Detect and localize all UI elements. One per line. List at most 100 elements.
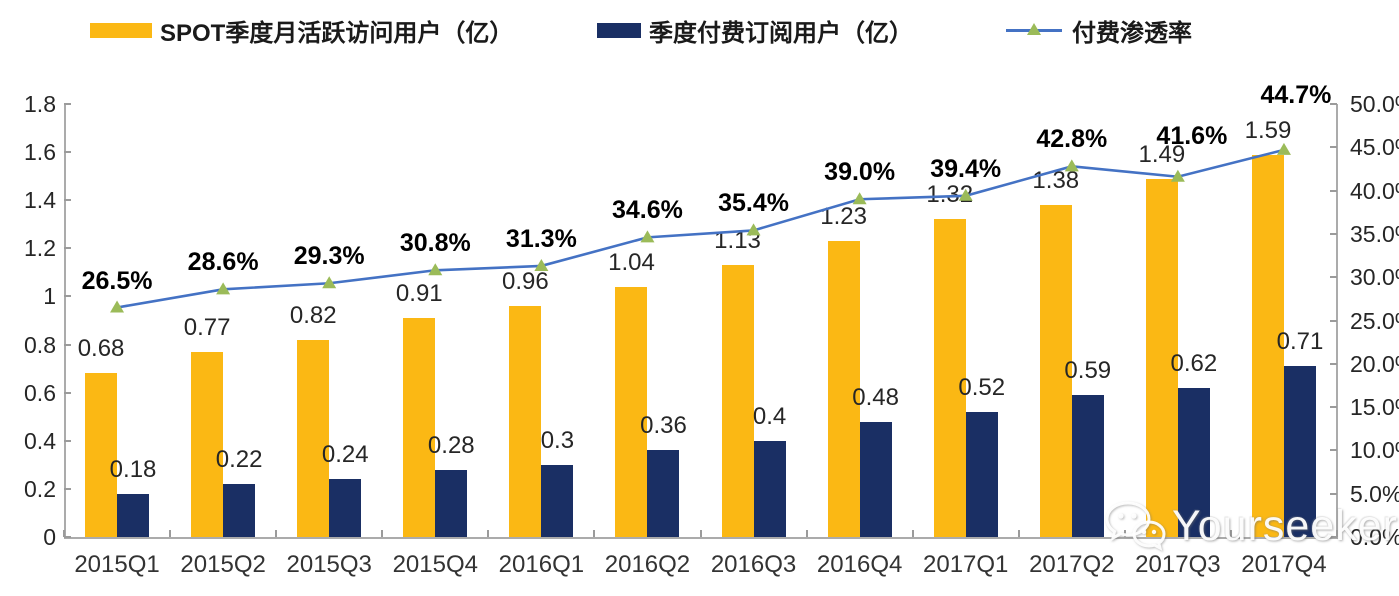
maus-bar-value-label: 0.68 [77, 335, 125, 363]
left-axis-tick-label: 0.6 [24, 379, 56, 406]
left-axis-tick-label: 0.4 [24, 427, 56, 454]
x-axis-tick [487, 530, 490, 537]
x-axis-tick [63, 530, 65, 537]
x-axis-category-label: 2016Q4 [816, 551, 903, 578]
penetration-value-label: 44.7% [1260, 80, 1332, 109]
x-axis-category-label: 2017Q4 [1241, 551, 1327, 578]
left-axis-tick-label: 1 [43, 283, 56, 310]
maus-bar-value-label: 0.82 [289, 301, 337, 329]
subscribers-bar [859, 421, 892, 537]
maus-bar-value-label: 1.49 [1138, 140, 1186, 168]
subscribers-bar [1177, 387, 1210, 537]
subscribers-bar-value-label: 0.18 [109, 455, 157, 483]
right-axis-tick [1330, 406, 1337, 409]
penetration-value-label: 31.3% [505, 224, 577, 253]
left-axis-tick-label: 0.8 [24, 331, 56, 358]
maus-bar [1251, 154, 1284, 537]
maus-bar-value-label: 0.96 [502, 268, 549, 296]
right-axis-line [1336, 104, 1338, 538]
maus-bar [1039, 205, 1072, 537]
subscribers-bar-value-label: 0.22 [215, 446, 263, 474]
x-axis-tick [805, 530, 808, 537]
right-axis-tick-label: 50.0% [1350, 91, 1399, 117]
maus-bar-value-label: 0.91 [395, 280, 443, 308]
left-axis-tick [64, 247, 71, 250]
x-axis-category-label: 2015Q1 [74, 551, 160, 578]
maus-bar [827, 241, 860, 537]
legend-item-penetration: 付费渗透率 [1006, 16, 1192, 47]
right-axis-tick [1330, 319, 1337, 322]
maus-bar [85, 373, 118, 537]
right-axis-tick-label: 20.0% [1350, 350, 1399, 377]
maus-bar-value-label: 1.59 [1244, 116, 1292, 144]
right-axis-tick-label: 15.0% [1350, 394, 1399, 421]
penetration-marker-icon [640, 230, 655, 243]
maus-bar [297, 339, 330, 537]
x-axis-category-label: 2016Q2 [604, 551, 691, 578]
subscribers-bar [223, 484, 256, 537]
left-axis-tick-label: 1.4 [24, 187, 56, 214]
maus-bar-swatch-icon [90, 22, 152, 38]
subscribers-bar [1071, 395, 1104, 537]
subscribers-bar-value-label: 0.36 [640, 412, 687, 440]
maus-bar [1145, 178, 1178, 537]
penetration-marker-icon [958, 188, 973, 201]
right-axis-tick-label: 25.0% [1350, 307, 1399, 334]
penetration-marker-icon [534, 258, 549, 271]
left-axis-line [64, 104, 66, 538]
left-axis-tick-label: 1.8 [24, 91, 56, 117]
right-axis-tick [1330, 492, 1337, 495]
right-axis-tick [1330, 189, 1337, 192]
right-axis-tick [1330, 536, 1337, 538]
penetration-marker-icon [322, 276, 337, 289]
left-axis-tick-label: 1.2 [24, 235, 56, 262]
penetration-value-label: 39.4% [930, 154, 1002, 183]
subscribers-bar [435, 469, 468, 537]
right-axis-tick [1330, 449, 1337, 452]
penetration-marker-icon [1064, 159, 1079, 172]
legend-label-maus: SPOT季度月活跃访问用户（亿） [160, 19, 514, 47]
subscribers-bar [647, 450, 680, 537]
subscribers-bar-value-label: 0.52 [958, 373, 1006, 401]
right-axis-tick-label: 35.0% [1350, 220, 1399, 247]
penetration-marker-icon [216, 282, 231, 295]
maus-bar [615, 286, 648, 537]
plot-area: 0.68 0.18 0.77 0.22 0.82 0.24 0.91 0.28 0.96 0.3 1… [63, 82, 1338, 538]
penetration-value-label: 30.8% [399, 229, 471, 258]
maus-bar-value-label: 1.04 [608, 248, 655, 276]
x-axis-category-label: 2015Q4 [392, 551, 478, 578]
penetration-value-label: 28.6% [187, 248, 259, 277]
x-axis-category-label: 2017Q3 [1135, 551, 1221, 578]
maus-bar [403, 318, 436, 537]
x-axis-tick [1336, 530, 1338, 537]
penetration-marker-icon [428, 263, 443, 276]
legend-item-subscribers: 季度付费订阅用户（亿） [597, 16, 913, 47]
subscribers-bar-value-label: 0.4 [752, 402, 787, 430]
subscribers-bar [965, 411, 998, 537]
x-axis-tick [911, 530, 914, 537]
subscribers-bar-value-label: 0.71 [1276, 328, 1324, 356]
legend-item-maus: SPOT季度月活跃访问用户（亿） [90, 16, 513, 47]
left-axis-tick [64, 536, 71, 538]
right-axis-tick-label: 0.0% [1350, 524, 1399, 550]
subscribers-bar-value-label: 0.48 [852, 383, 899, 411]
left-axis-tick-label: 1.6 [24, 139, 56, 166]
right-axis-tick [1330, 103, 1337, 105]
maus-bar [721, 265, 754, 537]
legend-label-penetration: 付费渗透率 [1072, 19, 1192, 47]
left-axis-tick [64, 391, 71, 394]
penetration-marker-icon [852, 192, 867, 205]
subscribers-bar-value-label: 0.28 [427, 431, 475, 459]
x-axis-tick [381, 530, 384, 537]
x-axis-category-label: 2017Q1 [923, 551, 1009, 578]
x-axis-line [64, 537, 1338, 539]
subscribers-bar [1283, 366, 1316, 537]
penetration-marker-icon [110, 300, 125, 313]
left-axis-tick-label: 0.2 [24, 475, 56, 502]
maus-bar-value-label: 1.38 [1032, 167, 1080, 195]
right-axis-tick-label: 40.0% [1350, 177, 1399, 204]
penetration-value-label: 26.5% [81, 266, 153, 295]
maus-bar [509, 306, 542, 537]
maus-bar [933, 219, 966, 537]
